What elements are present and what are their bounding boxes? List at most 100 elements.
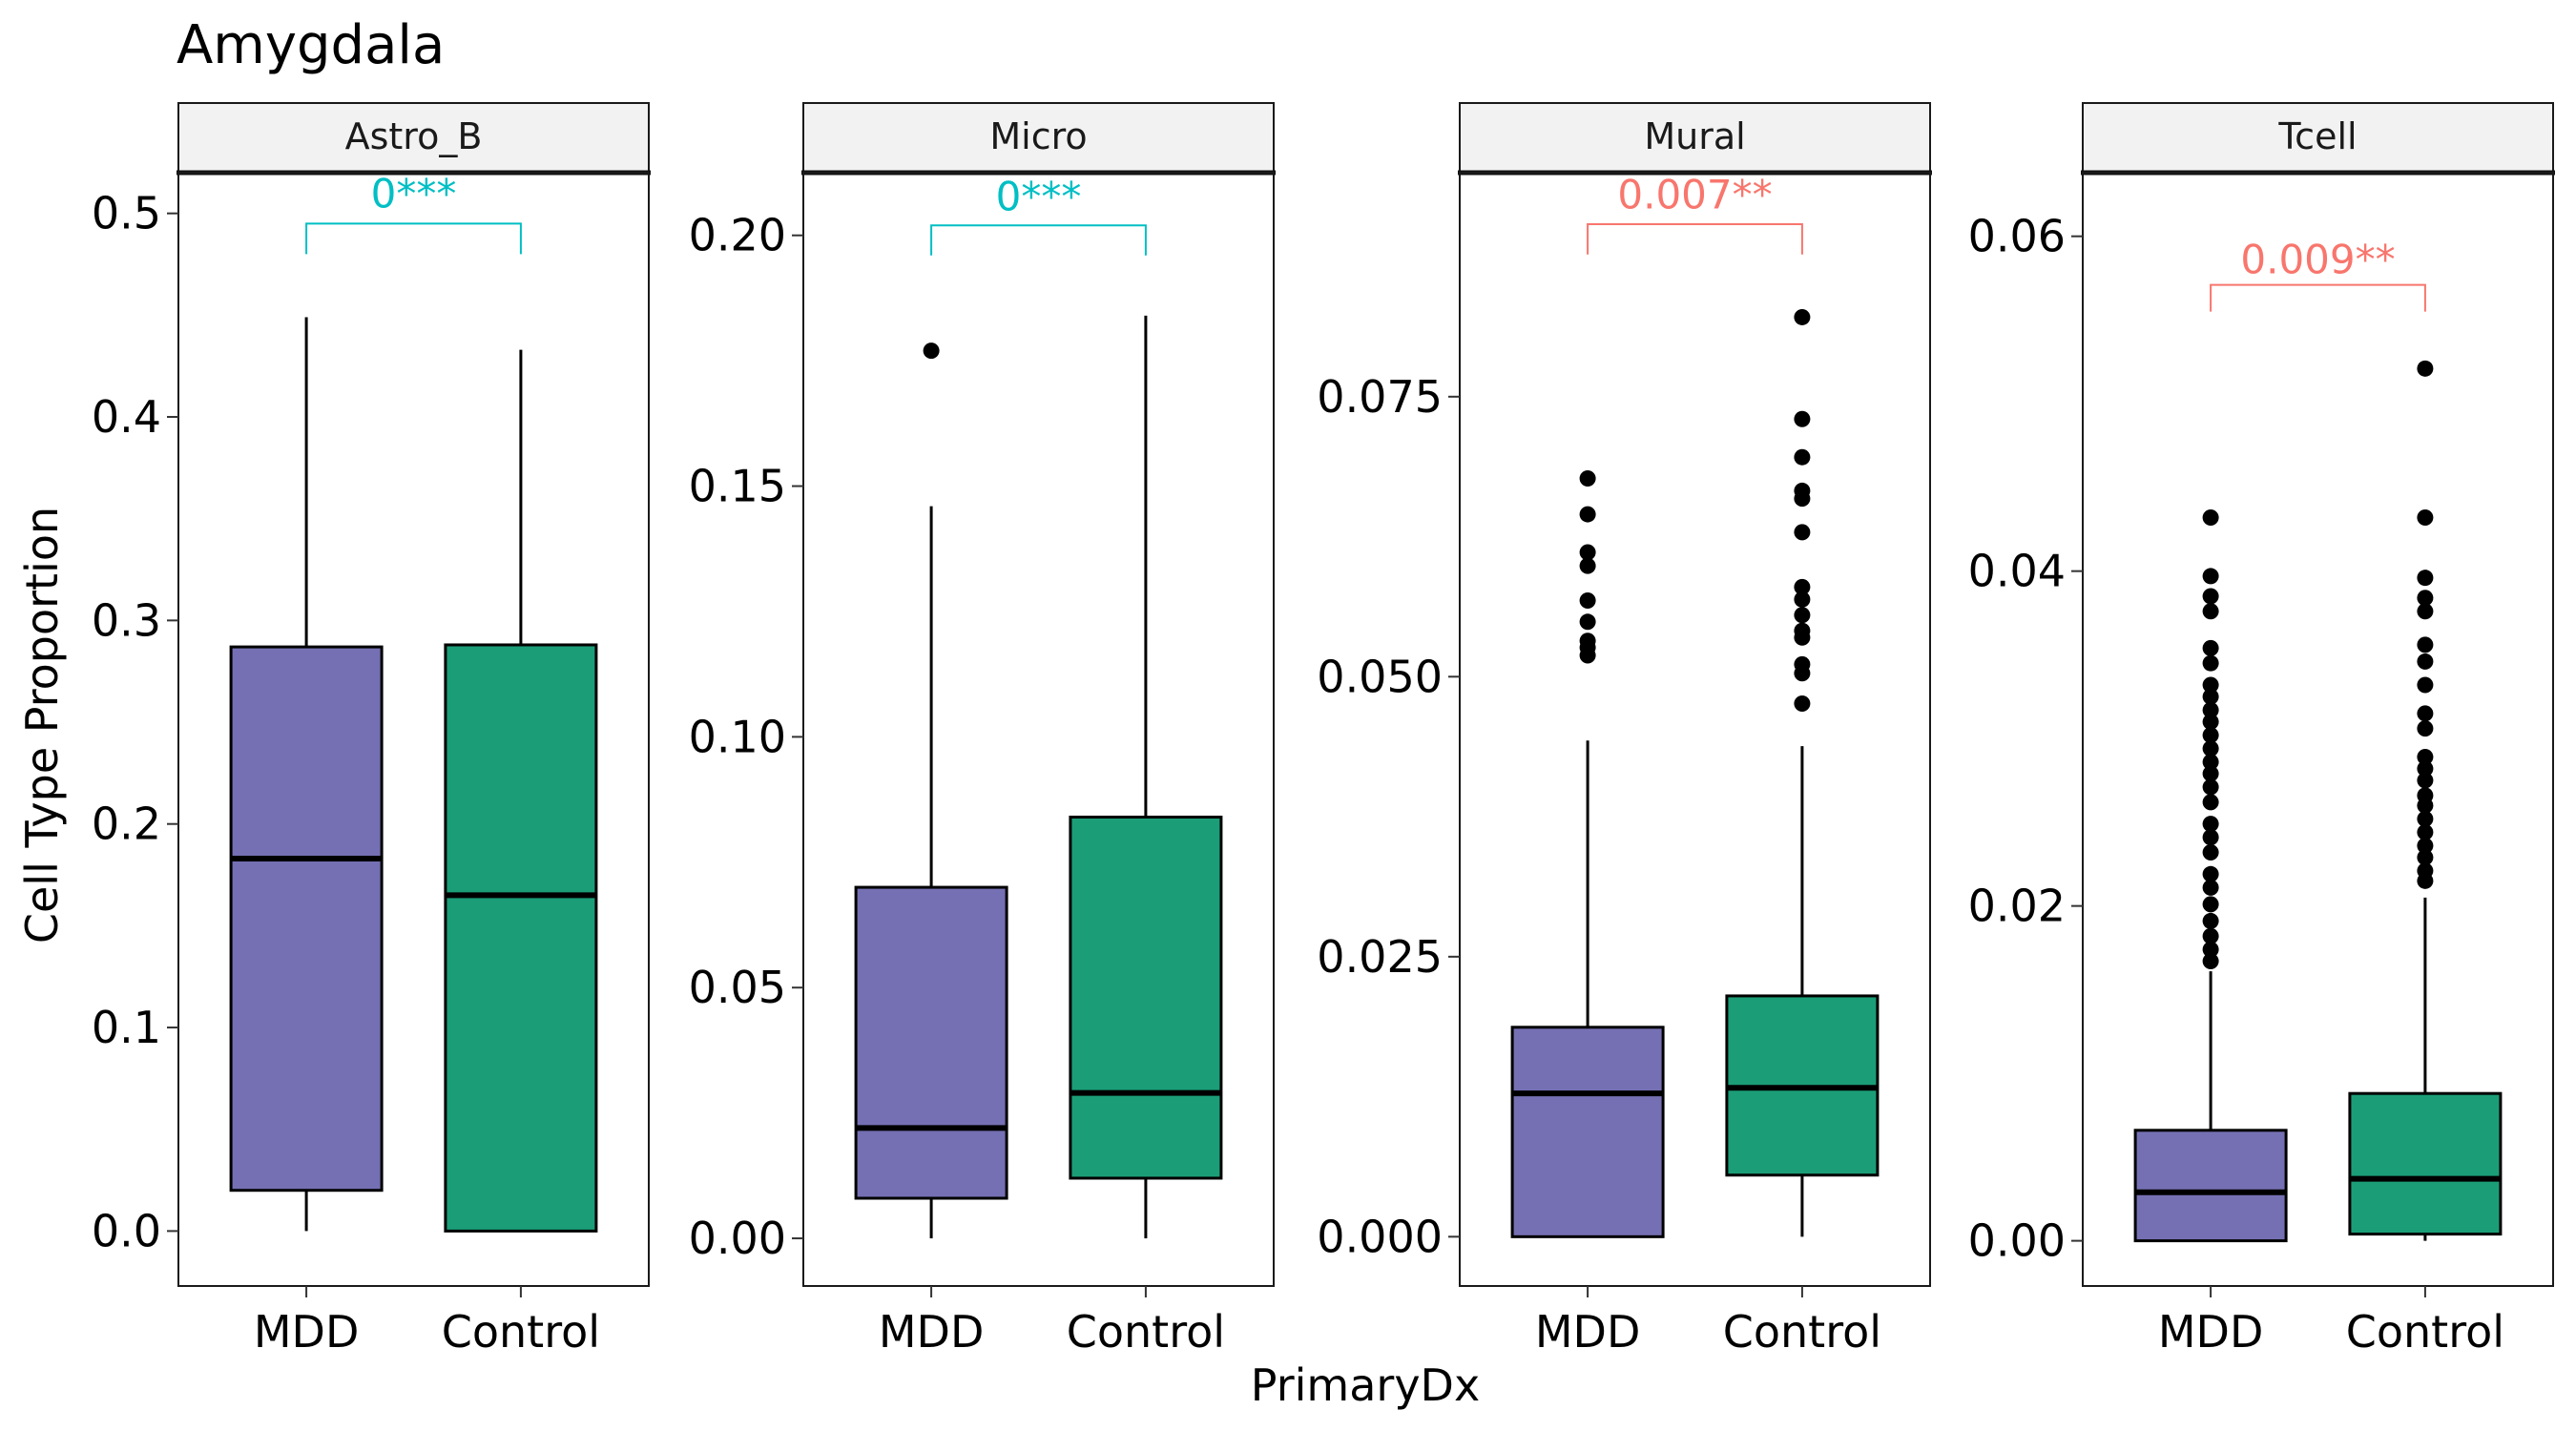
outlier-point [2417,760,2434,778]
outlier-point [1794,665,1811,682]
panel-micro: Micro 0.00 0.05 0.10 0.15 0.20 MDD Control 0*** [689,102,1276,1358]
panel-border [177,172,650,1287]
y-tick-label: 0.5 [92,188,161,239]
outlier-point [2417,509,2434,527]
outlier-point [2202,829,2219,846]
panel-border [802,172,1275,1287]
outlier-point [2417,748,2434,765]
x-tick-label: Control [442,1306,600,1358]
box-control [444,349,598,1233]
strip-label: Micro [989,115,1087,157]
outlier-point [2202,654,2219,672]
outlier-point [2417,603,2434,620]
significance-bracket [1587,223,1803,255]
outlier-point [2202,794,2219,811]
box-mdd [229,317,384,1232]
box-control [2348,360,2503,1241]
outlier-point [2202,843,2219,861]
outlier-point [2202,639,2219,656]
y-tick-label: 0.00 [1968,1215,2066,1267]
outlier-point [2417,570,2434,587]
outlier-point [1794,607,1811,624]
x-tick-label: MDD [2158,1306,2264,1358]
outlier-point [2202,714,2219,731]
outlier-point [923,342,940,360]
outlier-point [1794,629,1811,646]
panel-astro-b: Astro_B 0.0 0.1 0.2 0.3 0.4 0.5 MDD Control 0*** [92,102,651,1358]
x-tick-label: Control [2346,1306,2504,1358]
outlier-point [1579,506,1596,523]
iqr-box [2348,1091,2503,1236]
outlier-point [2202,927,2219,944]
outlier-point [2202,676,2219,694]
y-tick-label: 0.000 [1317,1211,1443,1262]
significance-label: 0.007** [1617,172,1772,218]
iqr-box [444,643,598,1233]
outlier-point [1579,544,1596,561]
y-tick-label: 0.2 [92,798,161,850]
x-tick-label: MDD [254,1306,360,1358]
iqr-box [1510,1026,1665,1238]
outlier-point [2417,797,2434,814]
outlier-point [2417,872,2434,889]
outlier-point [1579,557,1596,574]
outlier-point [1579,470,1596,487]
outlier-point [2417,810,2434,827]
outlier-point [2202,727,2219,744]
outlier-point [2202,765,2219,782]
y-tick-label: 0.0 [92,1205,161,1256]
significance-bracket [930,224,1147,256]
panel-border [1459,172,1931,1287]
box-control [1069,315,1223,1239]
significance-label: 0.009** [2240,236,2395,282]
outlier-point [2202,740,2219,757]
y-tick-label: 0.05 [689,962,786,1013]
outlier-point [2417,360,2434,377]
box-mdd [854,342,1008,1239]
y-tick-label: 0.00 [689,1213,786,1264]
panel-mural: Mural 0.000 0.025 0.050 0.075 MDD Control 0.007… [1317,102,1932,1358]
y-tick-label: 0.20 [689,210,786,261]
strip-background [1459,102,1931,174]
outlier-point [2202,896,2219,913]
strip-background [177,102,650,174]
significance-bracket [2210,283,2426,312]
y-tick-label: 0.04 [1968,546,2066,597]
outlier-point [2417,772,2434,789]
strip-label: Tcell [2277,115,2357,157]
x-axis-title: PrimaryDx [1251,1359,1480,1411]
x-tick-label: MDD [879,1306,985,1358]
y-tick-label: 0.075 [1317,371,1443,423]
panel-tcell: Tcell 0.00 0.02 0.04 0.06 MDD Control 0.009** [1968,102,2555,1358]
y-tick-label: 0.06 [1968,211,2066,262]
outlier-point [1794,490,1811,508]
outlier-point [2417,636,2434,653]
iqr-box [854,885,1008,1200]
outlier-point [2202,688,2219,705]
outlier-point [2202,912,2219,929]
x-tick-label: Control [1723,1306,1881,1358]
y-tick-label: 0.1 [92,1002,161,1053]
significance-label: 0*** [371,170,457,217]
y-tick-label: 0.4 [92,391,161,443]
outlier-point [1579,591,1596,609]
outlier-point [2202,588,2219,605]
outlier-point [2202,701,2219,718]
outlier-point [1794,448,1811,466]
outlier-point [2417,720,2434,737]
outlier-point [1579,647,1596,664]
strip-label: Astro_B [345,115,483,157]
x-tick-label: Control [1067,1306,1225,1358]
box-mdd [1510,470,1665,1238]
outlier-point [2202,778,2219,796]
outlier-point [2202,754,2219,771]
outlier-point [2417,653,2434,670]
outlier-point [1794,308,1811,325]
outlier-point [2417,590,2434,607]
iqr-box [229,645,384,1192]
y-tick-label: 0.10 [689,711,786,762]
outlier-point [1794,695,1811,712]
iqr-box [1069,815,1223,1180]
